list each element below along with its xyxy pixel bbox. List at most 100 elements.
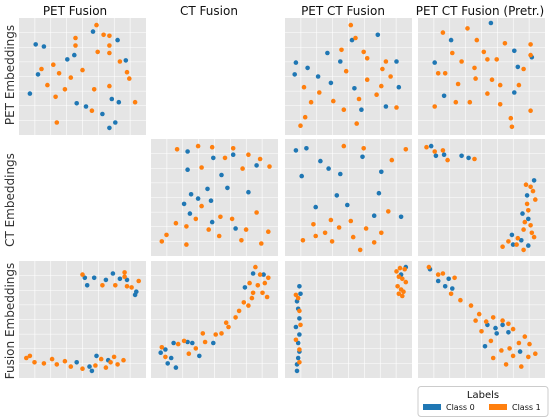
data-point-class-1 [62, 87, 68, 92]
data-point-class-1 [348, 218, 354, 224]
data-point-class-1 [523, 182, 529, 187]
data-point-class-0 [230, 152, 236, 157]
data-point-class-1 [343, 68, 349, 74]
data-point-class-1 [163, 354, 168, 360]
data-point-class-1 [103, 365, 109, 370]
data-point-class-0 [500, 322, 505, 328]
data-point-class-1 [301, 84, 307, 90]
data-point-class-1 [515, 235, 521, 241]
data-point-class-1 [336, 225, 342, 230]
data-point-class-0 [517, 349, 523, 354]
data-point-class-0 [509, 232, 515, 238]
data-point-class-1 [472, 156, 477, 162]
data-point-class-0 [90, 29, 96, 34]
data-point-class-1 [479, 329, 484, 334]
data-point-class-0 [325, 50, 330, 56]
data-point-class-0 [103, 277, 109, 283]
data-point-class-1 [395, 284, 400, 289]
row-label-ct-embeddings: CT Embeddings [3, 153, 17, 247]
data-point-class-1 [361, 146, 367, 151]
data-point-class-0 [435, 278, 441, 284]
data-point-class-1 [472, 65, 477, 71]
data-point-class-1 [426, 264, 432, 270]
data-point-class-1 [62, 358, 68, 364]
data-point-class-1 [136, 278, 141, 284]
data-point-class-1 [164, 232, 169, 238]
row-label-fusion-embeddings: Fusion Embeddings [3, 263, 17, 380]
data-point-class-0 [117, 276, 123, 282]
data-point-class-1 [403, 279, 409, 285]
data-point-class-1 [516, 82, 522, 88]
data-point-class-1 [174, 147, 180, 152]
data-point-class-1 [522, 334, 528, 339]
data-point-class-1 [435, 71, 441, 76]
data-point-class-1 [24, 355, 29, 361]
data-point-class-1 [68, 364, 74, 369]
data-point-class-1 [497, 82, 503, 88]
data-point-class-1 [357, 247, 363, 253]
data-point-class-1 [397, 265, 403, 271]
data-point-class-1 [243, 227, 249, 232]
data-point-class-1 [499, 348, 504, 353]
data-point-class-0 [398, 214, 404, 220]
data-point-class-0 [326, 166, 331, 171]
data-point-class-1 [526, 208, 531, 213]
data-point-class-1 [209, 144, 215, 150]
data-point-class-1 [54, 120, 60, 125]
data-point-class-1 [219, 331, 224, 336]
data-point-class-1 [364, 56, 370, 61]
data-point-class-0 [295, 355, 301, 361]
data-point-class-1 [396, 291, 402, 297]
data-point-class-1 [533, 351, 538, 357]
data-point-class-0 [313, 204, 319, 210]
data-point-class-0 [334, 193, 340, 198]
data-point-class-0 [494, 331, 500, 336]
data-point-class-1 [494, 57, 500, 62]
data-point-class-1 [93, 363, 98, 368]
data-point-class-1 [465, 26, 470, 31]
data-point-class-0 [328, 80, 334, 86]
data-point-class-1 [459, 59, 464, 64]
data-point-class-1 [107, 50, 112, 56]
data-point-class-0 [72, 52, 77, 58]
data-point-class-0 [205, 186, 210, 192]
data-point-class-1 [240, 166, 245, 171]
column-title-pet-ct-fusion-pretr: PET CT Fusion (Pretr.) [416, 4, 544, 18]
data-point-class-1 [266, 275, 271, 281]
data-point-class-1 [374, 92, 379, 97]
data-point-class-1 [514, 242, 519, 247]
data-point-class-0 [371, 213, 377, 218]
data-point-class-0 [482, 344, 488, 349]
data-point-class-0 [512, 48, 517, 54]
data-point-class-1 [193, 216, 199, 222]
data-point-class-1 [229, 216, 235, 222]
data-point-class-1 [488, 338, 494, 344]
data-point-class-1 [521, 227, 526, 232]
column-title-pet-fusion: PET Fusion [43, 4, 107, 18]
data-point-class-1 [485, 57, 490, 62]
data-point-class-1 [361, 49, 367, 55]
data-point-class-1 [27, 353, 33, 359]
data-point-class-1 [485, 91, 490, 96]
data-point-class-0 [293, 324, 299, 330]
data-point-class-1 [159, 239, 165, 244]
data-point-class-1 [440, 271, 446, 276]
data-point-class-1 [94, 22, 99, 28]
data-point-class-0 [94, 353, 99, 359]
data-point-class-1 [353, 35, 358, 41]
data-point-class-0 [209, 219, 215, 225]
data-point-class-0 [376, 190, 382, 196]
data-point-class-1 [445, 157, 450, 163]
data-point-class-1 [159, 345, 165, 350]
data-point-class-0 [197, 353, 202, 359]
data-point-class-1 [184, 224, 189, 229]
data-point-class-0 [124, 277, 130, 283]
data-point-class-0 [185, 149, 190, 154]
data-point-class-1 [363, 226, 369, 231]
data-point-class-0 [233, 226, 238, 231]
data-point-class-0 [246, 189, 251, 195]
data-point-class-1 [206, 227, 211, 232]
data-point-class-1 [129, 285, 134, 290]
data-point-class-0 [33, 42, 38, 47]
data-point-class-1 [509, 124, 515, 130]
